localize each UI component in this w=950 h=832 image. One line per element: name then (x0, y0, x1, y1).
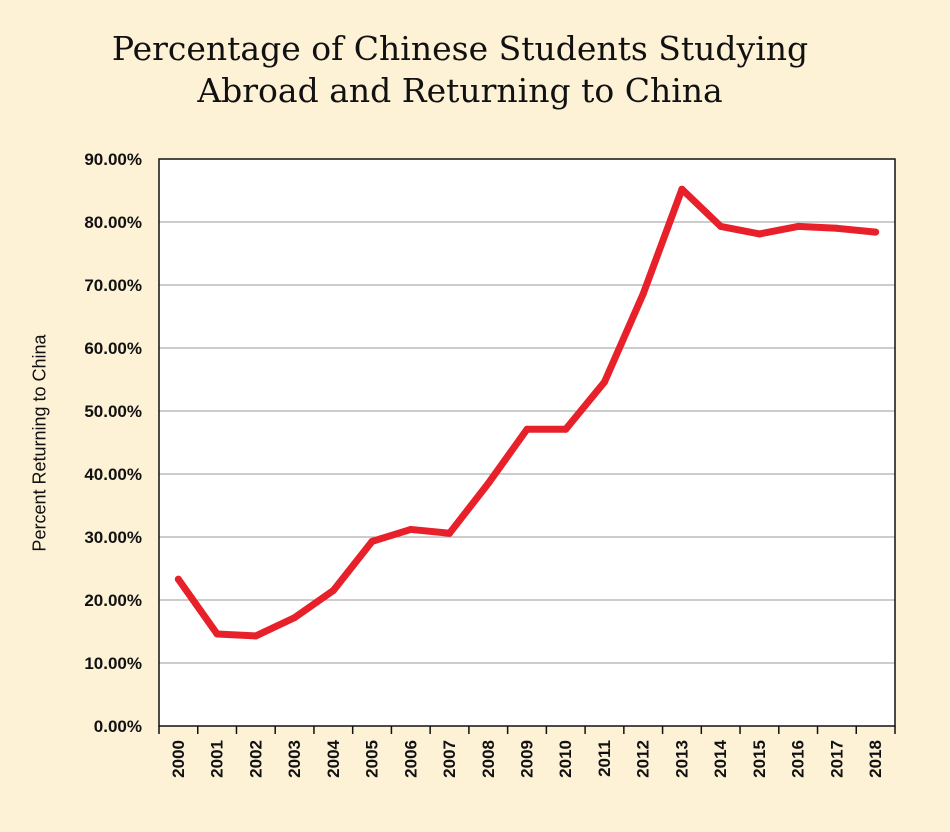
x-tick-label: 2000 (169, 740, 188, 778)
x-tick-label: 2008 (479, 740, 498, 778)
x-tick-label: 2016 (789, 740, 808, 778)
y-tick-label: 20.00% (84, 591, 142, 610)
data-point (368, 537, 376, 545)
chart-title: Percentage of Chinese Students Studying … (0, 28, 920, 112)
x-tick-label: 2012 (634, 740, 653, 778)
data-point (446, 529, 454, 537)
x-tick-label: 2001 (208, 740, 227, 778)
x-tick-label: 2017 (827, 740, 846, 778)
data-point (484, 479, 492, 487)
y-tick-label: 70.00% (84, 276, 142, 295)
y-tick-label: 80.00% (84, 213, 142, 232)
data-point (794, 222, 802, 230)
data-point (174, 575, 182, 583)
data-point (639, 290, 647, 298)
x-tick-label: 2006 (401, 740, 420, 778)
data-point (833, 224, 841, 232)
x-tick-label: 2003 (285, 740, 304, 778)
x-tick-label: 2013 (672, 740, 691, 778)
plot-border (158, 158, 896, 727)
chart-title-line-1: Percentage of Chinese Students Studying (111, 29, 809, 68)
x-tick-label: 2015 (750, 740, 769, 778)
y-tick-label: 50.00% (84, 402, 142, 421)
x-tick-label: 2002 (246, 740, 265, 778)
data-point (600, 378, 608, 386)
plot-area (159, 159, 895, 726)
data-point (562, 425, 570, 433)
x-tick-label: 2007 (440, 740, 459, 778)
x-tick-label: 2018 (866, 740, 885, 778)
y-tick-label: 40.00% (84, 465, 142, 484)
y-tick-label: 90.00% (84, 150, 142, 169)
data-point (329, 587, 337, 595)
chart-title-line-2: Abroad and Returning to China (197, 71, 723, 110)
y-tick-label: 60.00% (84, 339, 142, 358)
x-tick-label: 2010 (556, 740, 575, 778)
data-point (523, 425, 531, 433)
x-tick-label: 2004 (324, 739, 343, 777)
data-point (213, 630, 221, 638)
x-tick-label: 2005 (363, 740, 382, 778)
data-point (291, 614, 299, 622)
x-tick-label: 2014 (711, 739, 730, 777)
x-tick-label: 2011 (595, 740, 614, 777)
y-tick-label: 10.00% (84, 654, 142, 673)
data-point (872, 228, 880, 236)
data-point (678, 185, 686, 193)
y-tick-label: 30.00% (84, 528, 142, 547)
data-point (407, 525, 415, 533)
x-tick-label: 2009 (518, 740, 537, 778)
data-point (252, 632, 260, 640)
data-point (755, 230, 763, 238)
data-point (717, 222, 725, 230)
y-tick-label: 0.00% (94, 717, 142, 736)
